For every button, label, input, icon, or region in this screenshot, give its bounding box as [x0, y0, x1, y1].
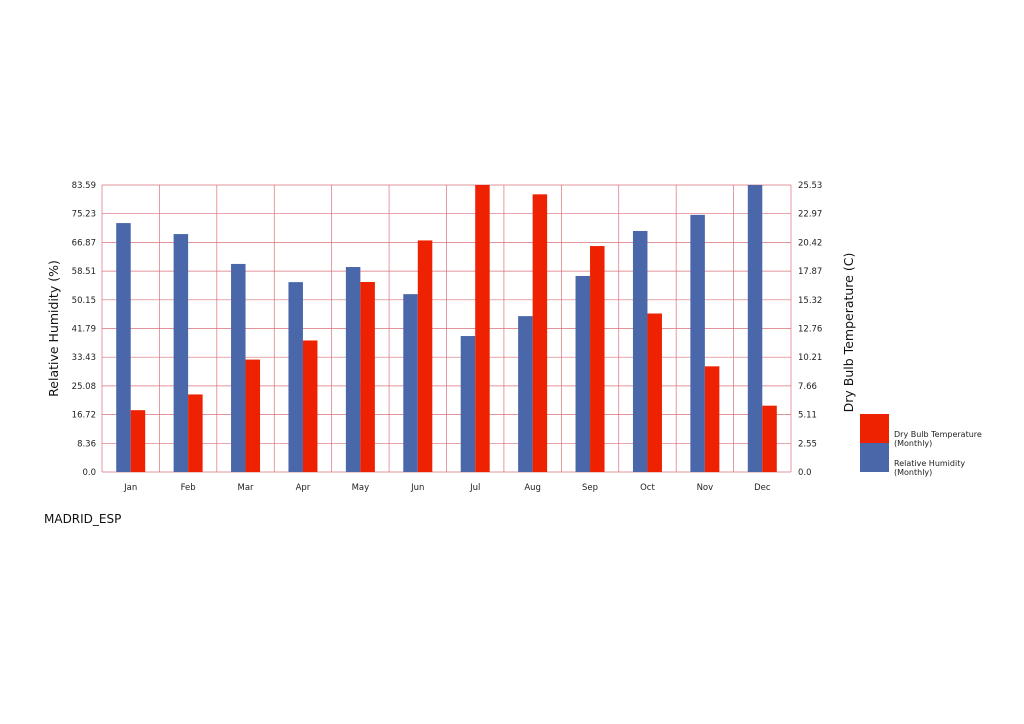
x-tick-label: Jan	[123, 483, 137, 493]
bar-temperature-apr	[302, 340, 318, 472]
legend-label: Relative Humidity	[894, 459, 965, 468]
y-tick-label: 8.36	[77, 439, 96, 449]
bar-temperature-jul	[475, 185, 490, 472]
y-tick-label: 33.43	[72, 353, 96, 363]
bar-temperature-nov	[704, 366, 720, 472]
y2-tick-label: 7.66	[798, 382, 817, 392]
y2-tick-label: 22.97	[798, 210, 822, 220]
bar-humidity-mar	[231, 263, 246, 472]
y-tick-label: 0.0	[82, 468, 96, 478]
y-axis-label: Relative Humidity (%)	[46, 260, 61, 397]
bar-temperature-oct	[647, 313, 662, 472]
legend-swatch	[860, 414, 889, 443]
bar-humidity-jan	[116, 223, 131, 472]
y-tick-label: 58.51	[72, 267, 96, 277]
x-tick-label: Apr	[296, 483, 311, 493]
y2-axis-label: Dry Bulb Temperature (C)	[841, 253, 856, 413]
y-tick-label: 83.59	[72, 181, 96, 191]
bar-humidity-apr	[288, 282, 303, 472]
bar-humidity-jun	[403, 294, 418, 472]
x-tick-label: Jun	[410, 483, 424, 493]
bar-humidity-aug	[518, 316, 533, 472]
bar-humidity-may	[345, 267, 361, 472]
legend-swatch	[860, 443, 889, 472]
x-tick-label: May	[352, 483, 370, 493]
y2-tick-label: 15.32	[798, 296, 822, 306]
y-tick-label: 66.87	[72, 238, 96, 248]
y2-tick-label: 25.53	[798, 181, 822, 191]
y-tick-label: 50.15	[72, 296, 96, 306]
bar-humidity-jul	[460, 336, 476, 472]
y2-tick-label: 0.0	[798, 468, 812, 478]
station-label: MADRID_ESP	[44, 512, 122, 526]
bar-humidity-dec	[747, 185, 763, 472]
bar-temperature-mar	[245, 359, 261, 472]
x-tick-label: Oct	[640, 483, 655, 493]
bar-temperature-dec	[762, 405, 777, 472]
legend-label: Dry Bulb Temperature	[894, 430, 982, 439]
y2-tick-label: 20.42	[798, 238, 822, 248]
x-tick-label: Sep	[582, 483, 598, 493]
legend-label-sub: (Monthly)	[894, 439, 932, 448]
y-tick-label: 25.08	[72, 382, 96, 392]
bar-temperature-aug	[532, 194, 548, 472]
y2-tick-label: 2.55	[798, 439, 817, 449]
bar-temperature-feb	[188, 394, 203, 472]
bar-temperature-may	[360, 282, 375, 472]
x-tick-label: Aug	[524, 483, 541, 493]
bar-humidity-sep	[575, 275, 591, 472]
y2-tick-label: 17.87	[798, 267, 822, 277]
legend-label-sub: (Monthly)	[894, 468, 932, 477]
x-tick-label: Mar	[238, 483, 255, 493]
x-tick-label: Dec	[754, 483, 771, 493]
bar-temperature-jun	[417, 240, 433, 472]
bar-temperature-sep	[590, 246, 605, 472]
bar-temperature-jan	[130, 410, 146, 472]
bar-humidity-oct	[632, 230, 648, 472]
bar-humidity-nov	[690, 214, 705, 472]
bar-humidity-feb	[173, 234, 189, 472]
y2-tick-label: 10.21	[798, 353, 822, 363]
y-tick-label: 75.23	[72, 210, 96, 220]
y2-tick-label: 12.76	[798, 325, 822, 335]
y-tick-label: 16.72	[72, 411, 96, 421]
x-tick-label: Nov	[697, 483, 714, 493]
x-tick-label: Jul	[469, 483, 480, 493]
x-tick-label: Feb	[181, 483, 196, 493]
y2-tick-label: 5.11	[798, 411, 817, 421]
y-tick-label: 41.79	[72, 325, 96, 335]
